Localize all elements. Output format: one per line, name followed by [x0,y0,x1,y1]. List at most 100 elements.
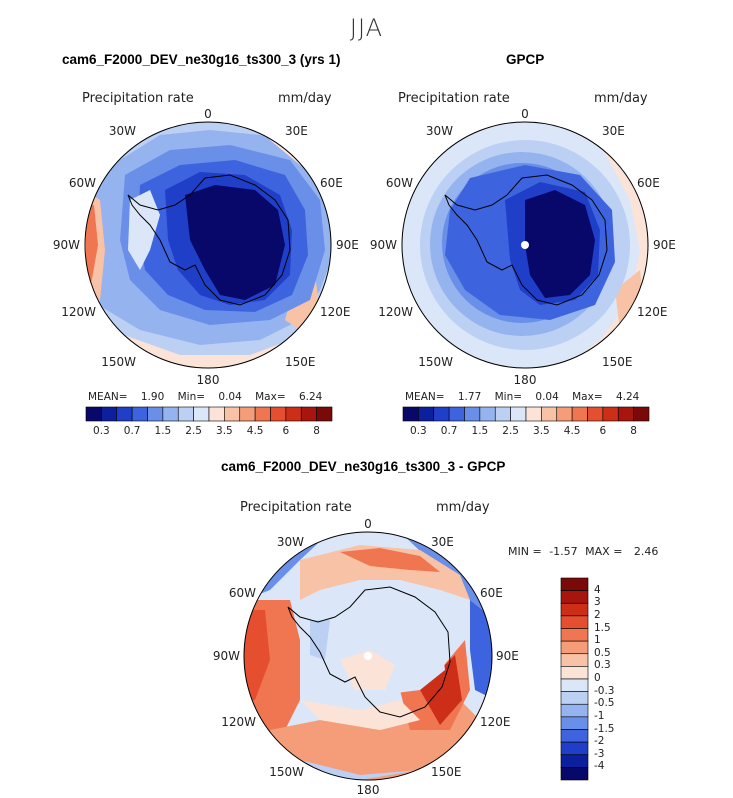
min-label: Min= [494,391,523,403]
colorbar-swatch [560,754,589,768]
colorbar-tick-label: -3 [594,747,605,760]
panel1-stats: MEAN= 1.90 Min= 0.04 Max= 6.24 [88,391,322,403]
panel2-colorbar [402,406,650,422]
colorbar-tick-label: 4 [594,583,601,596]
colorbar-swatch [239,406,256,422]
colorbar-swatch [254,406,271,422]
panel2-lon-labels: 0 30E 60E 90E 120E 150E 180 150W 120W 90… [370,107,676,387]
colorbar-tick-label: 1.5 [154,425,172,437]
lon-label: 30W [109,124,136,138]
colorbar-swatch [560,767,589,781]
colorbar-swatch [177,406,194,422]
colorbar-tick-label: 0 [594,672,601,684]
mean-label: MEAN= [88,391,128,403]
colorbar-tick-label: -2 [594,735,605,748]
colorbar-swatch [560,628,589,642]
colorbar-tick-label: 3 [594,596,601,609]
lon-label: 120W [61,305,96,319]
panel2-pole-marker [521,241,529,249]
colorbar-swatch [617,406,634,422]
colorbar-tick-label: 4.5 [246,425,264,437]
colorbar-swatch [402,406,419,422]
panel1-title: cam6_F2000_DEV_ne30g16_ts300_3 (yrs 1) [62,52,341,67]
colorbar-tick-label: 3.5 [216,425,233,437]
panel1-colorbar [85,406,333,422]
colorbar-swatch [162,406,179,422]
colorbar-swatch [464,406,481,422]
mean-value: 1.90 [140,391,165,403]
colorbar-tick-label: 1.5 [471,425,489,437]
colorbar-swatch [633,406,650,422]
panel3-lon-labels: 0 30E 60E 90E 120E 150E 180 150W 120W 90… [213,517,519,797]
colorbar-swatch [556,406,573,422]
lon-label: 120W [378,305,413,319]
panel3-colorbar [560,577,589,781]
lon-label: 60W [69,176,96,190]
panel2-title: GPCP [506,52,545,67]
max-value: 2.46 [633,545,659,558]
colorbar-tick-label: 8 [630,425,637,437]
colorbar-swatch [560,653,589,667]
panel3-title: cam6_F2000_DEV_ne30g16_ts300_3 - GPCP [221,459,506,474]
panel1-units: mm/day [278,91,332,106]
colorbar-swatch [479,406,496,422]
panel2-units: mm/day [594,91,648,106]
lon-label: 120E [320,305,351,319]
lon-label: 120E [637,305,668,319]
colorbar-swatch [300,406,317,422]
colorbar-tick-label: -1 [594,709,605,722]
colorbar-tick-label: 0.3 [594,659,611,672]
lon-label: 30E [602,124,625,138]
lon-label: 90W [370,238,397,252]
colorbar-swatch [510,406,527,422]
colorbar-swatch [85,406,102,422]
lon-label: 60W [229,586,256,600]
lon-label: 120W [221,715,256,729]
colorbar-swatch [560,577,589,591]
colorbar-tick-label: 2.5 [502,425,519,437]
lon-label: 120E [480,715,511,729]
colorbar-swatch [560,729,589,743]
colorbar-swatch [560,590,589,604]
colorbar-tick-label: 0.3 [93,425,110,437]
colorbar-swatch [560,615,589,629]
colorbar-swatch [560,640,589,655]
max-value: 4.24 [615,391,640,403]
lon-label: 150W [101,355,136,369]
mean-label: MEAN= [405,391,445,403]
panel2-colorbar-labels: 0.3 0.7 1.5 2.5 3.5 4.5 6 8 [401,425,651,439]
colorbar-tick-label: -4 [594,760,605,773]
lon-label: 30W [426,124,453,138]
panel3-coastline [287,586,451,718]
lon-label: 150E [285,355,316,369]
colorbar-swatch [147,406,164,422]
lon-label: 0 [364,517,372,531]
panel1-colorbar-labels: 0.3 0.7 1.5 2.5 3.5 4.5 6 8 [84,425,334,439]
lon-label: 180 [197,373,220,387]
colorbar-tick-label: -0.5 [594,697,615,710]
lon-label: 180 [514,373,537,387]
colorbar-swatch [418,406,435,422]
max-label: Max= [572,391,603,403]
colorbar-swatch [116,406,133,422]
panel3-var-label: Precipitation rate [240,500,352,515]
colorbar-swatch [560,716,589,730]
colorbar-swatch [560,703,589,718]
panel3-pole-marker [364,652,372,660]
lon-label: 0 [521,107,529,121]
colorbar-tick-label: 0.7 [440,425,458,437]
panel1-coastline [127,174,291,306]
colorbar-tick-label: -0.3 [594,684,615,697]
panel3-colorbar-labels: 4 3 2 1.5 1 0.5 0.3 0 -0.3 -0.5 -1 -1.5 -2 -3 -4 [594,577,638,781]
colorbar-swatch [560,666,589,680]
colorbar-swatch [560,691,589,705]
min-label: MIN = [508,545,542,558]
lon-label: 30E [431,535,454,549]
panel1-map-border [84,121,332,369]
panel2-field [402,122,648,368]
colorbar-swatch [541,406,558,422]
colorbar-tick-label: 0.5 [594,646,611,659]
lon-label: 150E [431,765,462,779]
colorbar-tick-label: 0.7 [123,425,141,437]
colorbar-tick-label: -1.5 [594,722,615,735]
